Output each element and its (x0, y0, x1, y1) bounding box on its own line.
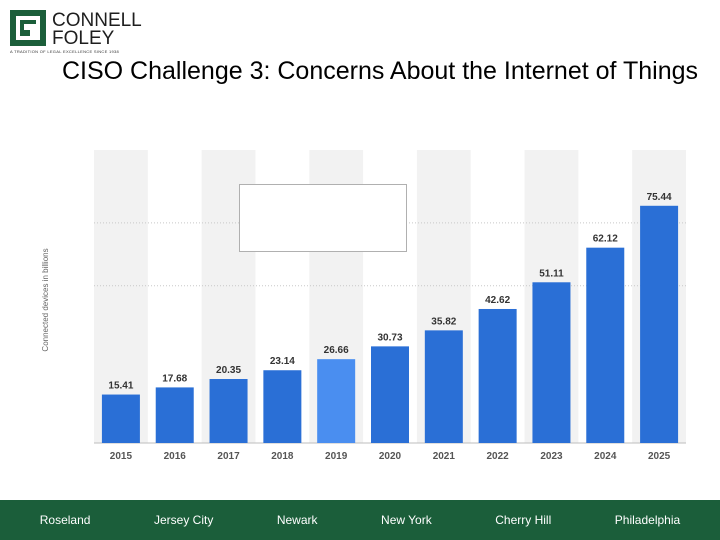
chart-bar-2025 (640, 205, 679, 443)
chart-category-label: 2025 (648, 451, 671, 462)
chart-data-label: 23.14 (270, 356, 295, 367)
chart-bar-2024 (586, 247, 625, 443)
chart-data-label: 20.35 (216, 365, 241, 376)
chart-bar-2023 (532, 282, 571, 443)
chart-y-axis-label: Connected devices in billions (41, 248, 50, 351)
chart-data-label: 35.82 (431, 316, 456, 327)
chart-bar-2016 (155, 387, 194, 443)
chart-category-label: 2021 (433, 451, 456, 462)
chart-category-label: 2019 (325, 451, 348, 462)
chart-category-label: 2024 (594, 451, 617, 462)
chart-bar-2020 (371, 346, 409, 443)
chart-data-label: 42.62 (485, 295, 510, 306)
chart-data-label: 15.41 (108, 381, 133, 392)
footer-location-cherry-hill[interactable]: Cherry Hill (495, 513, 552, 527)
logo-tagline: A TRADITION OF LEGAL EXCELLENCE SINCE 19… (10, 49, 120, 54)
footer-location-new-york[interactable]: New York (381, 513, 432, 527)
chart-data-label: 51.11 (539, 268, 564, 279)
chart-data-label: 75.44 (647, 192, 672, 203)
footer-location-jersey-city[interactable]: Jersey City (153, 513, 214, 527)
chart-data-label: 17.68 (162, 373, 187, 384)
logo-mark-icon (10, 10, 46, 46)
chart-bar-2018 (263, 370, 302, 443)
footer-bar: Roseland Jersey City Newark New York Che… (0, 500, 720, 540)
chart-data-label: 62.12 (593, 234, 618, 245)
legend-box (239, 184, 407, 252)
logo-text-line1: CONNELL (52, 10, 142, 31)
logo-text-line2: FOLEY (52, 28, 115, 49)
chart-data-label: 26.66 (324, 345, 349, 356)
chart-category-label: 2022 (487, 451, 510, 462)
chart-category-label: 2015 (110, 451, 133, 462)
chart-category-label: 2017 (217, 451, 240, 462)
chart-category-label: 2023 (540, 451, 563, 462)
chart-band (94, 150, 148, 443)
slide-title: CISO Challenge 3: Concerns About the Int… (61, 57, 699, 85)
chart-data-label: 30.73 (377, 332, 402, 343)
chart-bar-2022 (478, 308, 517, 443)
chart-bar-2019 (317, 359, 356, 443)
chart-bar-2015 (101, 394, 140, 443)
bar-chart: 15.41 2015 17.68 2016 20.35 2017 23.14 2018 26.6… (36, 150, 696, 470)
chart-category-label: 2018 (271, 451, 294, 462)
chart-bar-2017 (209, 379, 248, 443)
footer-location-roseland[interactable]: Roseland (39, 513, 91, 527)
chart-category-label: 2020 (379, 451, 402, 462)
footer-location-philadelphia[interactable]: Philadelphia (614, 513, 681, 527)
chart-bar-2021 (424, 330, 463, 443)
bar-chart-svg: 15.41 2015 17.68 2016 20.35 2017 23.14 2018 26.6… (41, 150, 686, 462)
chart-category-label: 2016 (164, 451, 187, 462)
firm-logo: CONNELL FOLEY A TRADITION OF LEGAL EXCEL… (10, 10, 150, 54)
footer-location-newark[interactable]: Newark (276, 513, 318, 527)
